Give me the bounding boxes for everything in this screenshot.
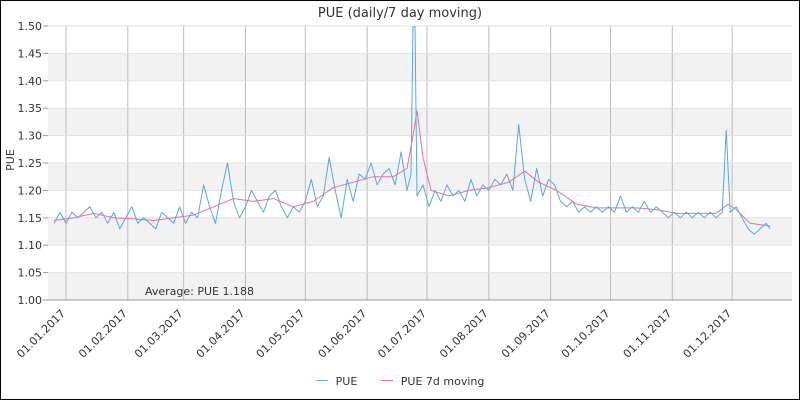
x-axis-ticks: 01.01.2017 01.02.2017 01.03.2017 01.04.2017…: [14, 307, 734, 361]
y-tick-label: 1.40: [18, 75, 43, 88]
y-tick-label: 1.10: [18, 239, 43, 252]
average-annotation: Average: PUE 1.188: [145, 285, 254, 298]
chart-title: PUE (daily/7 day moving): [318, 6, 482, 21]
x-tick-label: 01.02.2017: [76, 307, 130, 361]
background-band: [48, 217, 792, 246]
y-tick-label: 1.30: [18, 130, 43, 143]
y-tick-label: 1.00: [18, 294, 43, 307]
y-tick-label: 1.05: [18, 267, 43, 280]
legend-label-pue: PUE: [335, 375, 358, 388]
x-tick-label: 01.05.2017: [254, 307, 308, 361]
x-tick-label: 01.03.2017: [132, 307, 186, 361]
y-tick-label: 1.45: [18, 47, 43, 60]
background-band: [48, 272, 792, 300]
background-band: [48, 163, 792, 191]
x-tick-label: 01.07.2017: [375, 307, 429, 361]
x-tick-label: 01.01.2017: [14, 307, 68, 361]
y-tick-label: 1.20: [18, 184, 43, 197]
plot-background-bands: [48, 53, 792, 300]
legend-item-pue[interactable]: PUE: [315, 375, 358, 388]
y-tick-label: 1.50: [18, 20, 43, 33]
y-tick-label: 1.35: [18, 102, 43, 115]
legend-label-pue-7d: PUE 7d moving: [400, 375, 485, 388]
x-tick-label: 01.04.2017: [194, 307, 248, 361]
y-axis-title: PUE: [4, 149, 17, 171]
legend-item-pue-7d[interactable]: PUE 7d moving: [380, 375, 485, 388]
legend-swatch-pue-7d: [380, 380, 393, 381]
x-tick-label: 01.06.2017: [316, 307, 370, 361]
x-tick-label: 01.10.2017: [559, 307, 613, 361]
series-line-pue: [53, 26, 771, 235]
x-tick-label: 01.12.2017: [681, 307, 735, 361]
legend-swatch-pue: [315, 380, 328, 381]
x-tick-label: 01.11.2017: [621, 307, 675, 361]
y-tick-label: 1.15: [18, 212, 43, 225]
y-tick-label: 1.25: [18, 157, 43, 170]
pue-line-chart: 1.00 1.05 1.10 1.15 1.20 1.25 1.30 1.35 1.40 1.45…: [4, 6, 792, 361]
series-layer: [53, 26, 771, 235]
y-axis-ticks: 1.00 1.05 1.10 1.15 1.20 1.25 1.30 1.35 1.40 1.45…: [18, 20, 48, 307]
legend: PUE PUE 7d moving: [0, 372, 800, 388]
x-tick-label: 01.08.2017: [437, 307, 491, 361]
background-band: [48, 53, 792, 81]
x-tick-label: 01.09.2017: [499, 307, 553, 361]
